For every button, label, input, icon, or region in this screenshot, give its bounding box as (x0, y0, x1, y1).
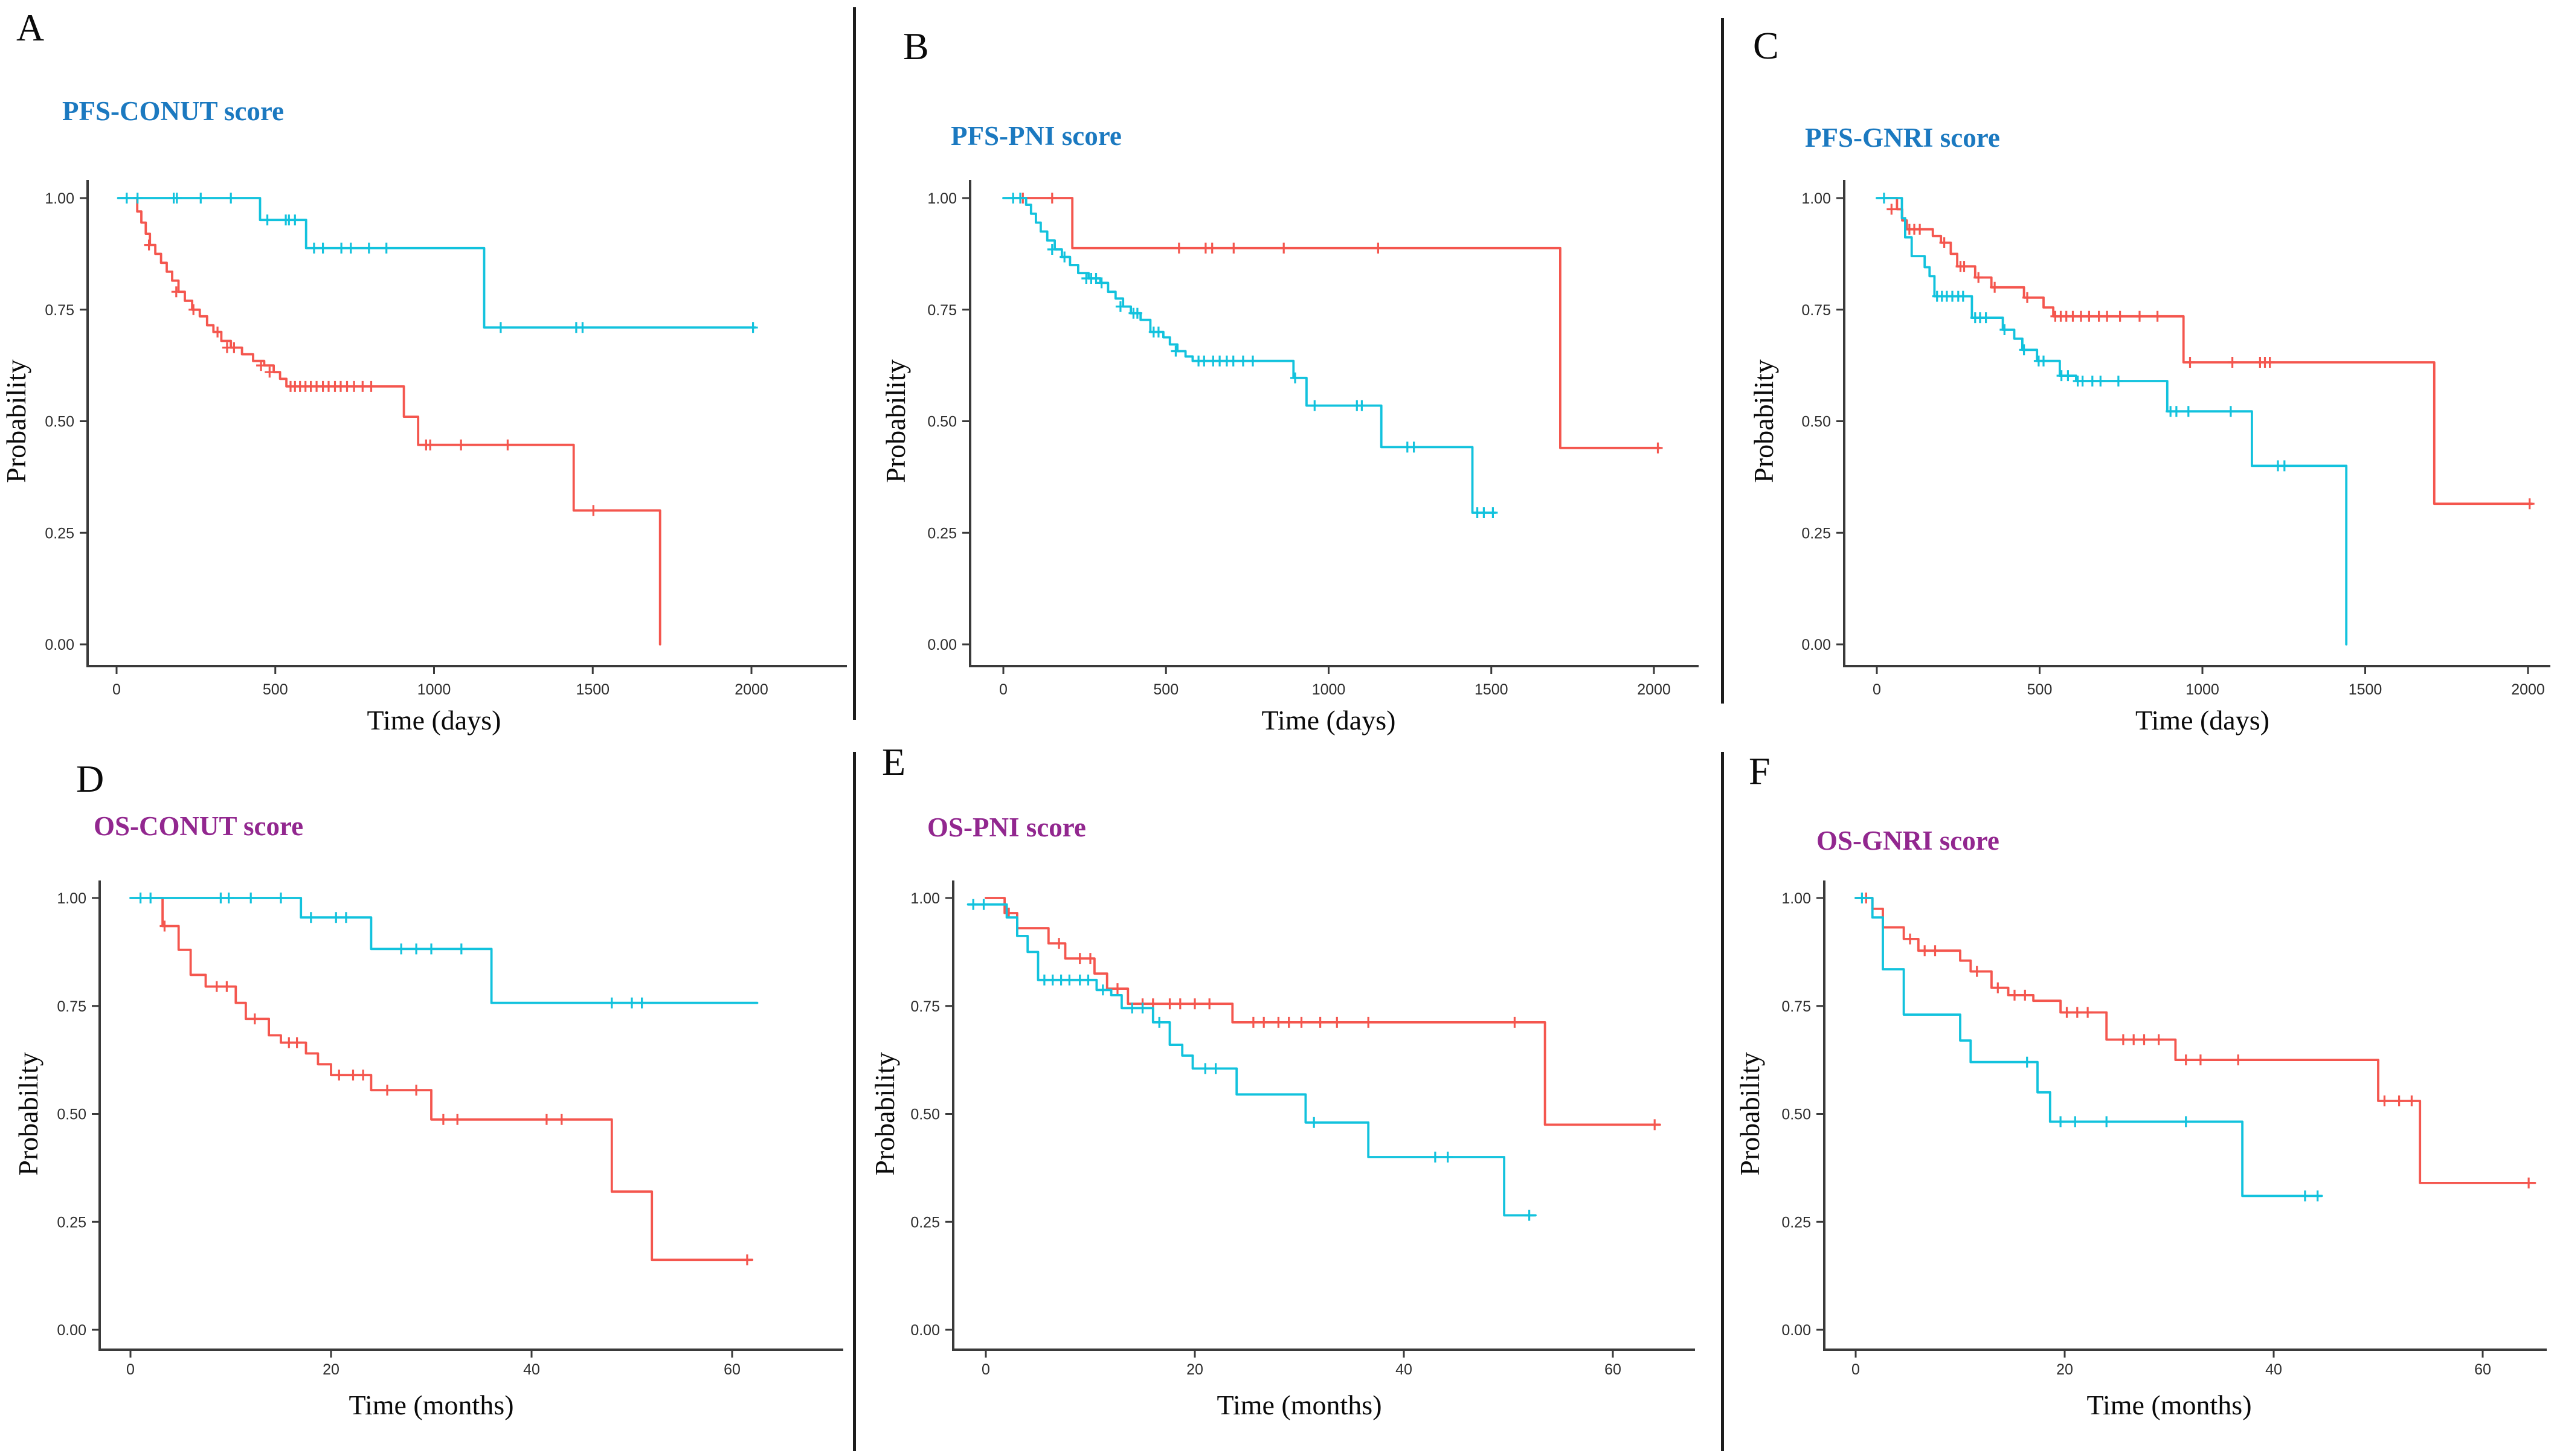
svg-text:0.00: 0.00 (57, 1322, 86, 1339)
svg-text:1.00: 1.00 (45, 190, 74, 207)
panel-pfs-pni: B PFS-PNI score 1.00 0.75 0.50 0.25 0.00 0 500… (852, 0, 1703, 736)
svg-text:Time (days): Time (days) (367, 705, 501, 736)
panel-title: OS-PNI score (927, 812, 1086, 842)
svg-text:20: 20 (2056, 1361, 2073, 1378)
svg-text:40: 40 (523, 1361, 540, 1378)
svg-text:1.00: 1.00 (1801, 190, 1831, 207)
svg-text:Time (months): Time (months) (349, 1390, 513, 1420)
svg-text:0.75: 0.75 (910, 998, 940, 1015)
panel-pfs-gnri: C PFS-GNRI score 1.00 0.75 0.50 0.25 0.00 0 50… (1703, 0, 2555, 736)
svg-text:1.00: 1.00 (1781, 890, 1811, 907)
svg-text:60: 60 (1604, 1361, 1621, 1378)
svg-text:0.25: 0.25 (57, 1214, 86, 1231)
column-divider-1-top (853, 7, 856, 720)
svg-text:2000: 2000 (2511, 681, 2545, 698)
svg-text:0: 0 (982, 1361, 990, 1378)
svg-text:0.25: 0.25 (45, 525, 74, 542)
svg-text:20: 20 (1186, 1361, 1203, 1378)
svg-text:0: 0 (112, 681, 121, 698)
svg-text:0.75: 0.75 (927, 302, 957, 319)
panel-letter: F (1749, 749, 1771, 792)
svg-text:Probability: Probability (1, 359, 31, 483)
svg-text:500: 500 (1153, 681, 1179, 698)
km-plot-os-conut: 1.00 0.75 0.50 0.25 0.00 0 20 40 60 Time (months)… (13, 880, 843, 1420)
panel-letter: D (76, 757, 105, 800)
column-divider-2-top (1721, 18, 1724, 704)
svg-text:Probability: Probability (869, 1052, 900, 1175)
svg-text:1500: 1500 (1475, 681, 1508, 698)
svg-text:1500: 1500 (576, 681, 609, 698)
panel-letter: C (1753, 24, 1779, 67)
svg-text:1500: 1500 (2349, 681, 2382, 698)
svg-text:1000: 1000 (2186, 681, 2219, 698)
svg-text:2000: 2000 (1637, 681, 1671, 698)
svg-text:0.00: 0.00 (910, 1322, 940, 1339)
svg-text:0.25: 0.25 (1781, 1214, 1811, 1231)
svg-text:Probability: Probability (1748, 359, 1779, 483)
km-plot-os-gnri: 1.00 0.75 0.50 0.25 0.00 0 20 40 60 Time (months)… (1734, 880, 2547, 1420)
svg-text:0.50: 0.50 (1801, 414, 1831, 431)
panel-os-gnri: F OS-GNRI score 1.00 0.75 0.50 0.25 0.00 0 20 4… (1703, 725, 2555, 1456)
svg-text:Time (days): Time (days) (1262, 705, 1396, 736)
svg-text:0: 0 (1873, 681, 1881, 698)
panel-title: PFS-GNRI score (1805, 123, 2000, 153)
panel-letter: E (882, 740, 906, 783)
svg-text:0: 0 (999, 681, 1008, 698)
svg-text:0: 0 (126, 1361, 135, 1378)
svg-text:Probability: Probability (880, 359, 911, 483)
svg-text:0.50: 0.50 (45, 414, 74, 431)
svg-text:1000: 1000 (1312, 681, 1346, 698)
svg-text:0.50: 0.50 (910, 1106, 940, 1123)
panel-letter: B (903, 25, 929, 68)
svg-text:60: 60 (2474, 1361, 2491, 1378)
svg-text:20: 20 (323, 1361, 339, 1378)
svg-text:0.00: 0.00 (45, 637, 74, 653)
svg-text:Probability: Probability (13, 1052, 43, 1175)
svg-text:500: 500 (2027, 681, 2053, 698)
panel-os-conut: D OS-CONUT score 1.00 0.75 0.50 0.25 0.00 0 20… (0, 725, 852, 1456)
km-plot-pfs-conut: 1.00 0.75 0.50 0.25 0.00 0 500 1000 1500 2000 Time… (1, 180, 847, 736)
panel-letter: A (16, 6, 45, 49)
panel-title: PFS-CONUT score (62, 96, 285, 126)
svg-text:2000: 2000 (735, 681, 768, 698)
svg-text:0.25: 0.25 (910, 1214, 940, 1231)
panel-title: OS-CONUT score (94, 811, 304, 841)
svg-text:0.75: 0.75 (1781, 998, 1811, 1015)
svg-text:0.00: 0.00 (1781, 1322, 1811, 1339)
panel-title: PFS-PNI score (951, 121, 1122, 151)
svg-text:Time (months): Time (months) (2086, 1390, 2251, 1420)
svg-text:60: 60 (724, 1361, 741, 1378)
panel-os-pni: E OS-PNI score 1.00 0.75 0.50 0.25 0.00 0 20 40… (852, 725, 1703, 1456)
svg-text:0.50: 0.50 (57, 1106, 86, 1123)
km-plot-pfs-pni: 1.00 0.75 0.50 0.25 0.00 0 500 1000 1500 2000 Time… (880, 180, 1699, 736)
svg-text:1.00: 1.00 (927, 190, 957, 207)
svg-text:1.00: 1.00 (910, 890, 940, 907)
panel-title: OS-GNRI score (1816, 826, 1999, 856)
column-divider-1-bottom (853, 752, 856, 1451)
svg-text:0.25: 0.25 (927, 525, 957, 542)
km-plot-os-pni: 1.00 0.75 0.50 0.25 0.00 0 20 40 60 Time (months)… (869, 880, 1695, 1420)
svg-text:0.75: 0.75 (1801, 302, 1831, 319)
svg-text:0.00: 0.00 (927, 637, 957, 653)
svg-text:0: 0 (1851, 1361, 1860, 1378)
svg-text:0.75: 0.75 (45, 302, 74, 319)
svg-text:40: 40 (2265, 1361, 2282, 1378)
svg-text:Time (months): Time (months) (1217, 1390, 1381, 1420)
svg-text:1000: 1000 (417, 681, 451, 698)
svg-text:1.00: 1.00 (57, 890, 86, 907)
svg-text:0.00: 0.00 (1801, 637, 1831, 653)
svg-text:0.25: 0.25 (1801, 525, 1831, 542)
svg-text:500: 500 (263, 681, 288, 698)
svg-text:0.50: 0.50 (1781, 1106, 1811, 1123)
svg-text:Time (days): Time (days) (2135, 705, 2269, 736)
svg-text:0.50: 0.50 (927, 414, 957, 431)
svg-text:0.75: 0.75 (57, 998, 86, 1015)
km-plot-pfs-gnri: 1.00 0.75 0.50 0.25 0.00 0 500 1000 1500 2000 Time… (1748, 180, 2550, 736)
svg-text:40: 40 (1395, 1361, 1412, 1378)
column-divider-2-bottom (1721, 752, 1724, 1451)
svg-text:Probability: Probability (1734, 1052, 1765, 1175)
panel-pfs-conut: A PFS-CONUT score 1.00 0.75 0.50 0.25 0.00 0 5… (0, 0, 852, 736)
